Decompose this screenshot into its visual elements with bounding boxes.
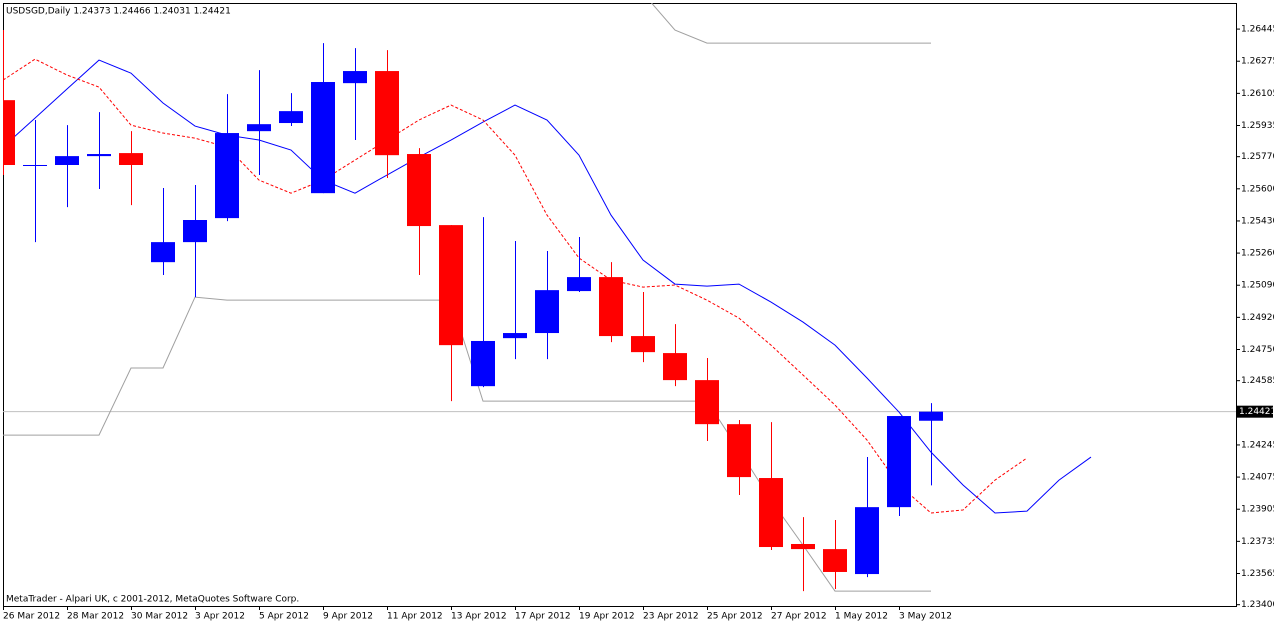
- candle-body: [23, 164, 47, 166]
- y-tick-label: 1.25770: [1241, 152, 1274, 162]
- chart-title: USDSGD,Daily 1.24373 1.24466 1.24031 1.2…: [6, 7, 231, 17]
- x-tick-label: 3 May 2012: [899, 612, 952, 622]
- candle-body: [87, 154, 111, 157]
- candle-body: [215, 133, 239, 219]
- candle-body: [55, 156, 79, 165]
- candle-body: [3, 100, 15, 165]
- candle-body: [503, 333, 527, 339]
- candle-body: [599, 277, 623, 337]
- candle-body: [695, 380, 719, 425]
- y-tick-label: 1.24585: [1241, 376, 1274, 386]
- candle-body: [631, 336, 655, 353]
- x-tick-label: 23 Apr 2012: [643, 612, 699, 622]
- candle-body: [407, 154, 431, 227]
- x-tick-label: 11 Apr 2012: [387, 612, 443, 622]
- indicator-line: [650, 3, 931, 44]
- indicator-line: [3, 58, 1028, 514]
- candle-body: [119, 153, 143, 165]
- candle-body: [663, 353, 687, 381]
- footer: MetaTrader - Alpari UK, c 2001-2012, Met…: [6, 595, 299, 605]
- candle-body: [279, 111, 303, 124]
- x-tick-label: 3 Apr 2012: [195, 612, 245, 622]
- y-tick-label: 1.25600: [1241, 184, 1274, 194]
- candle-body: [311, 82, 335, 194]
- candle-body: [727, 424, 751, 478]
- x-tick-label: 1 May 2012: [835, 612, 888, 622]
- x-tick-label: 30 Mar 2012: [131, 612, 188, 622]
- candle-body: [183, 220, 207, 243]
- x-tick-label: 19 Apr 2012: [579, 612, 635, 622]
- y-tick-label: 1.26105: [1241, 89, 1274, 99]
- y-tick-label: 1.26275: [1241, 57, 1274, 67]
- x-tick-label: 28 Mar 2012: [67, 612, 124, 622]
- candle-body: [535, 290, 559, 334]
- x-tick-label: 13 Apr 2012: [451, 612, 507, 622]
- y-tick-label: 1.25260: [1241, 249, 1274, 259]
- candle-body: [151, 242, 175, 263]
- plot-area: [3, 3, 1236, 592]
- y-tick-label: 1.24750: [1241, 345, 1274, 355]
- candle-body: [247, 124, 271, 132]
- y-tick-label: 1.24920: [1241, 313, 1274, 323]
- last-price-box: [1237, 405, 1273, 418]
- last-price-label: 1.24421: [1239, 407, 1274, 417]
- candle-body: [375, 71, 399, 156]
- y-tick-label: 1.24075: [1241, 473, 1274, 483]
- candle-body: [791, 543, 815, 550]
- candle-body: [471, 340, 495, 387]
- x-tick-label: 9 Apr 2012: [323, 612, 373, 622]
- y-tick-label: 1.25935: [1241, 121, 1274, 131]
- x-tick-label: 5 Apr 2012: [259, 612, 309, 622]
- x-tick-label: 25 Apr 2012: [707, 612, 763, 622]
- y-tick-label: 1.23400: [1241, 600, 1274, 610]
- y-tick-label: 1.23735: [1241, 537, 1274, 547]
- candle-body: [887, 416, 911, 508]
- y-tick-label: 1.24245: [1241, 440, 1274, 450]
- x-tick-label: 27 Apr 2012: [771, 612, 827, 622]
- y-tick-label: 1.23565: [1241, 569, 1274, 579]
- x-tick-label: 26 Mar 2012: [3, 612, 60, 622]
- y-tick-label: 1.26445: [1241, 25, 1274, 35]
- axes: 1.26445 1.26275 1.26105 1.25935 1.25770 1.256…: [3, 25, 1274, 622]
- y-tick-label: 1.25430: [1241, 216, 1274, 226]
- candle-body: [855, 507, 879, 575]
- candle-body: [343, 71, 367, 84]
- candle-body: [439, 225, 463, 346]
- y-tick-label: 1.23905: [1241, 505, 1274, 515]
- candle-body: [919, 411, 943, 421]
- y-tick-label: 1.25090: [1241, 281, 1274, 291]
- candle-body: [823, 549, 847, 572]
- candle-body: [567, 277, 591, 292]
- x-tick-label: 17 Apr 2012: [515, 612, 571, 622]
- candle-body: [759, 478, 783, 548]
